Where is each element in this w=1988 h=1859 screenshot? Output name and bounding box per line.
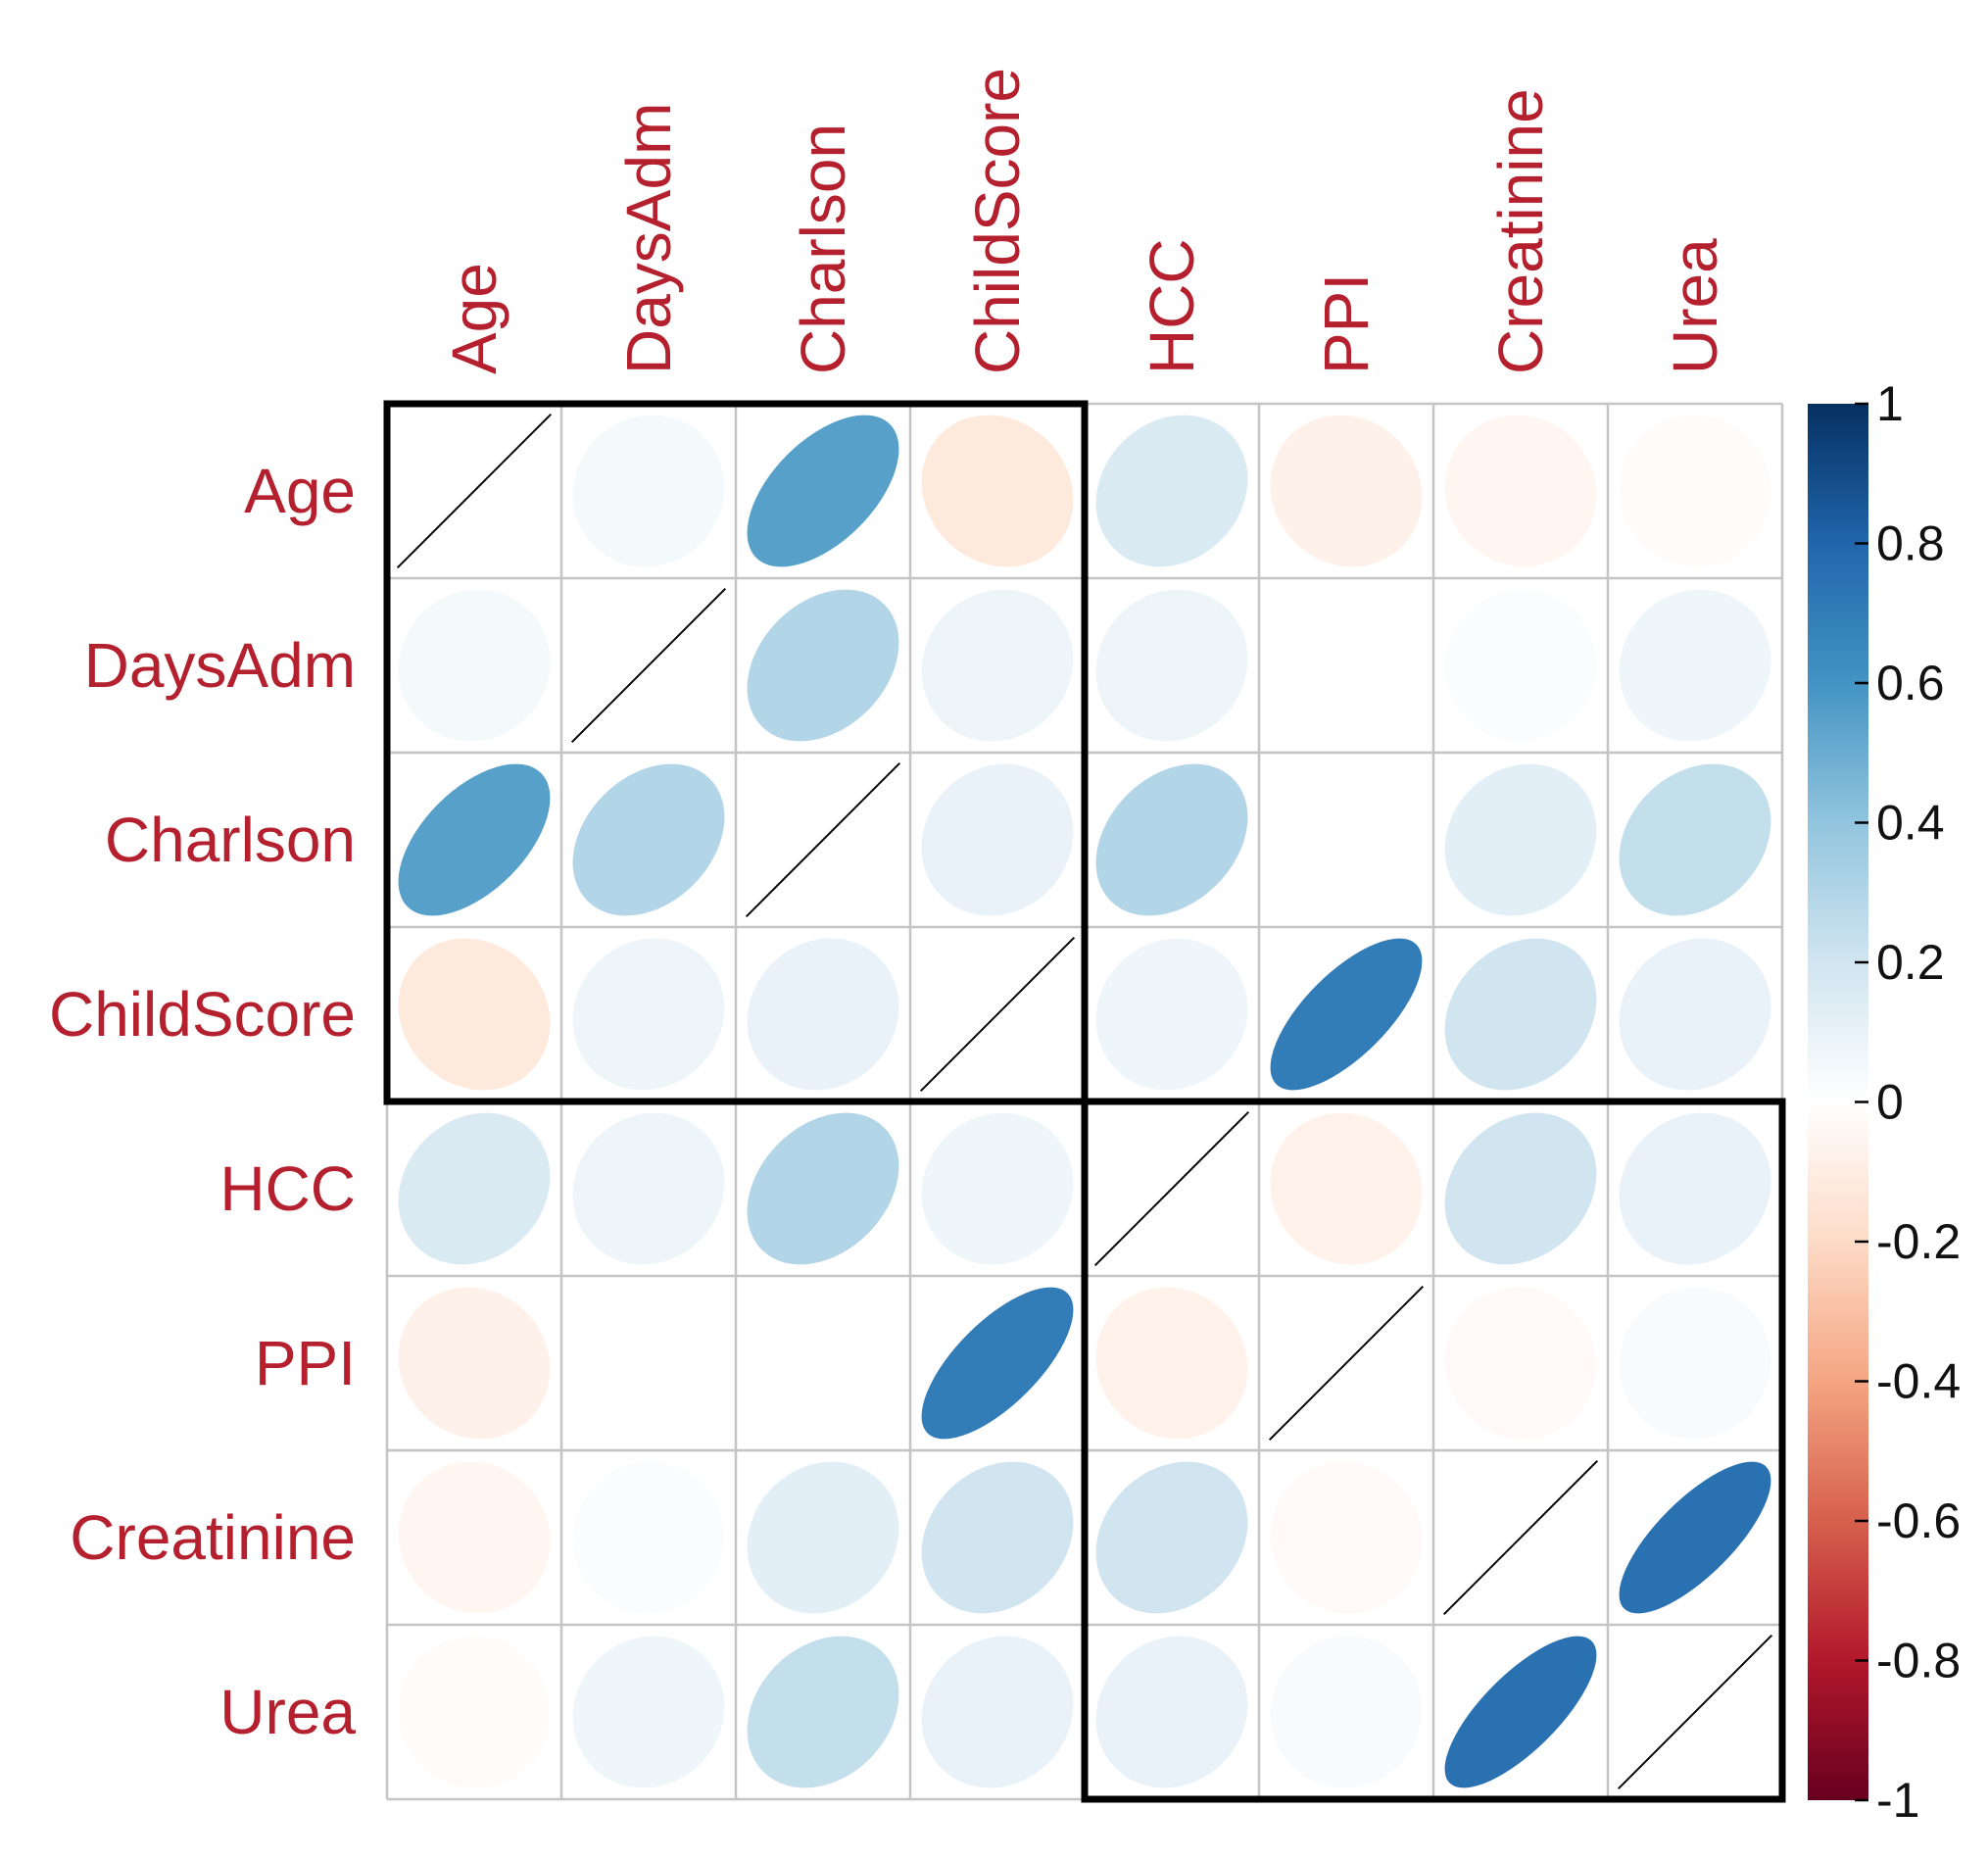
row-label-childscore: ChildScore <box>49 979 356 1050</box>
cell-daysadm-creatinine <box>1444 589 1597 742</box>
column-label-age: Age <box>439 263 509 374</box>
cell-ppi-childscore <box>921 1287 1074 1440</box>
diagonal-line-hcc <box>1093 1110 1250 1267</box>
cell-age-charlson <box>747 415 899 567</box>
cell-age-daysadm <box>572 415 725 567</box>
cell-hcc-childscore <box>921 1112 1074 1265</box>
cell-ppi-age <box>398 1287 551 1440</box>
row-label-ppi: PPI <box>255 1328 356 1398</box>
column-label-urea: Urea <box>1660 238 1730 374</box>
cell-urea-creatinine <box>1444 1636 1597 1788</box>
colorbar-tick-label: -0.4 <box>1876 1354 1961 1409</box>
cell-charlson-age <box>398 763 551 916</box>
cell-daysadm-childscore <box>921 589 1074 742</box>
column-label-hcc: HCC <box>1137 238 1207 374</box>
cell-childscore-hcc <box>1095 938 1248 1091</box>
cell-daysadm-urea <box>1619 589 1771 742</box>
column-label-charlson: Charlson <box>788 123 858 374</box>
cell-daysadm-charlson <box>747 589 899 742</box>
cell-ppi-urea <box>1619 1287 1771 1440</box>
row-label-age: Age <box>244 456 356 526</box>
cell-hcc-urea <box>1619 1112 1771 1265</box>
row-label-daysadm: DaysAdm <box>84 630 356 701</box>
cell-age-ppi <box>1270 415 1423 567</box>
row-label-urea: Urea <box>219 1677 356 1747</box>
diagonal-line-daysadm <box>570 587 727 744</box>
cell-creatinine-ppi <box>1270 1461 1423 1614</box>
cell-daysadm-ppi <box>1270 589 1423 742</box>
cell-childscore-ppi <box>1270 938 1423 1091</box>
diagonal-line-charlson <box>745 761 901 918</box>
cell-creatinine-daysadm <box>572 1461 725 1614</box>
cluster-1-box <box>383 400 1089 1105</box>
cell-urea-ppi <box>1270 1636 1423 1788</box>
cell-age-childscore <box>921 415 1074 567</box>
cell-creatinine-urea <box>1619 1461 1771 1614</box>
cluster-boxes <box>383 400 1786 1803</box>
cell-ppi-daysadm <box>572 1287 725 1440</box>
column-label-ppi: PPI <box>1311 273 1382 374</box>
cell-charlson-daysadm <box>572 763 725 916</box>
cell-hcc-daysadm <box>572 1112 725 1265</box>
cell-urea-charlson <box>747 1636 899 1788</box>
cell-charlson-hcc <box>1095 763 1248 916</box>
cell-age-urea <box>1619 415 1771 567</box>
cell-ppi-hcc <box>1095 1287 1248 1440</box>
cell-daysadm-age <box>398 589 551 742</box>
diagonal-line-childscore <box>919 936 1076 1093</box>
correlation-cells <box>396 413 1773 1790</box>
cell-charlson-childscore <box>921 763 1074 916</box>
colorbar-tick-label: 0 <box>1876 1075 1904 1130</box>
cell-childscore-age <box>398 938 551 1091</box>
cell-charlson-ppi <box>1270 763 1423 916</box>
diagonal-line-urea <box>1617 1634 1773 1790</box>
cell-charlson-urea <box>1619 763 1771 916</box>
colorbar-tick-label: -0.8 <box>1876 1634 1961 1688</box>
cell-urea-childscore <box>921 1636 1074 1788</box>
colorbar-tick-label: 0.8 <box>1876 516 1945 571</box>
colorbar-tick-label: 1 <box>1876 376 1904 431</box>
diagonal-line-age <box>396 413 553 569</box>
colorbar-tick-label: -0.6 <box>1876 1493 1961 1548</box>
cell-creatinine-charlson <box>747 1461 899 1614</box>
cell-hcc-ppi <box>1270 1112 1423 1265</box>
cell-childscore-urea <box>1619 938 1771 1091</box>
cell-daysadm-hcc <box>1095 589 1248 742</box>
diagonal-line-ppi <box>1268 1285 1425 1442</box>
cell-creatinine-childscore <box>921 1461 1074 1614</box>
row-label-hcc: HCC <box>219 1153 356 1224</box>
diagonal-line-creatinine <box>1442 1459 1599 1616</box>
cluster-2-box <box>1081 1098 1786 1803</box>
color-legend: 1 0.8 0.6 0.4 0.2 0 -0.2 -0.4 -0.6 -0.8 -1 <box>1808 376 1961 1828</box>
colorbar-tick-label: -1 <box>1876 1773 1919 1828</box>
cell-age-creatinine <box>1444 415 1597 567</box>
cell-age-hcc <box>1095 415 1248 567</box>
row-label-creatinine: Creatinine <box>70 1502 356 1573</box>
cell-creatinine-hcc <box>1095 1461 1248 1614</box>
cell-childscore-charlson <box>747 938 899 1091</box>
colorbar-tick-label: 0.2 <box>1876 935 1945 990</box>
cell-hcc-charlson <box>747 1112 899 1265</box>
colorbar-tick-label: 0.6 <box>1876 656 1945 710</box>
cell-childscore-creatinine <box>1444 938 1597 1091</box>
row-labels: Age DaysAdm Charlson ChildScore HCC PPI Creati… <box>49 456 356 1747</box>
column-labels: Age DaysAdm Charlson ChildScore HCC PPI Creati… <box>439 68 1730 374</box>
column-label-creatinine: Creatinine <box>1485 88 1556 374</box>
column-label-childscore: ChildScore <box>962 68 1033 374</box>
cell-ppi-charlson <box>747 1287 899 1440</box>
cell-urea-daysadm <box>572 1636 725 1788</box>
colorbar-tick-label: 0.4 <box>1876 796 1945 851</box>
column-label-daysadm: DaysAdm <box>613 103 684 374</box>
cell-urea-age <box>398 1636 551 1788</box>
cell-hcc-creatinine <box>1444 1112 1597 1265</box>
cell-childscore-daysadm <box>572 938 725 1091</box>
cell-ppi-creatinine <box>1444 1287 1597 1440</box>
cell-creatinine-age <box>398 1461 551 1614</box>
colorbar-tick-label: -0.2 <box>1876 1214 1961 1269</box>
cell-urea-hcc <box>1095 1636 1248 1788</box>
row-label-charlson: Charlson <box>105 805 356 875</box>
cell-charlson-creatinine <box>1444 763 1597 916</box>
cell-hcc-age <box>398 1112 551 1265</box>
